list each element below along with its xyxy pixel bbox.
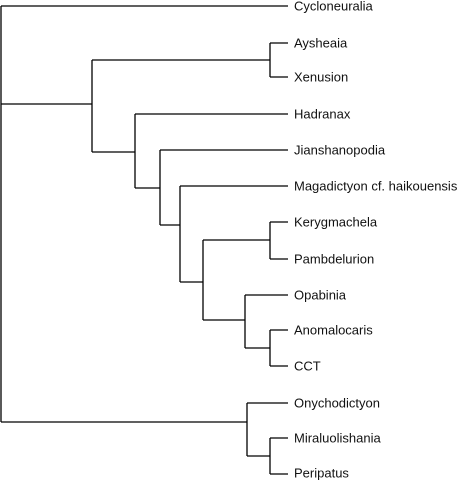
leaf-labels: Cycloneuralia Aysheaia Xenusion Hadranax… [294,0,458,480]
leaf-label: Peripatus [294,465,349,480]
leaf-label: Aysheaia [294,35,348,50]
leaf-label: Pambdelurion [294,251,374,266]
leaf-label: Magadictyon cf. haikouensis [294,178,458,193]
leaf-label: Onychodictyon [294,395,380,410]
leaf-label: Xenusion [294,69,348,84]
leaf-label: Jianshanopodia [294,142,386,157]
branches [0,5,288,475]
leaf-label: Anomalocaris [294,322,373,337]
leaf-label: Miraluolishania [294,430,381,445]
leaf-label: Opabinia [294,287,347,302]
leaf-label: CCT [294,358,321,373]
leaf-label: Kerygmachela [294,214,378,229]
leaf-label: Cycloneuralia [294,0,374,13]
leaf-label: Hadranax [294,106,351,121]
